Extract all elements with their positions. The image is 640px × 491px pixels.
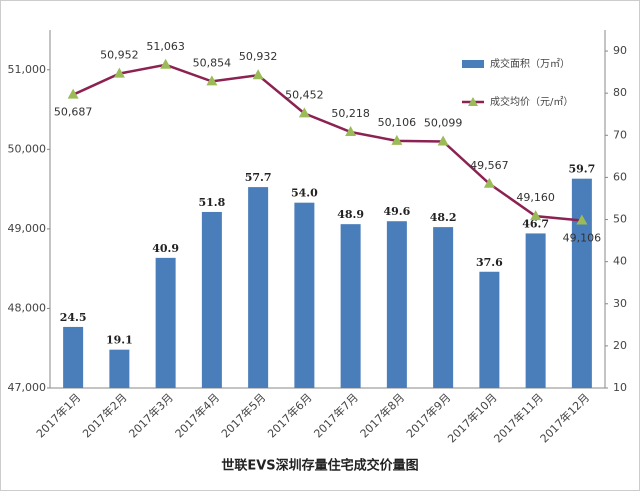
y-tick-label: 49,000 [8, 222, 47, 235]
x-tick-label: 2017年2月 [79, 390, 129, 440]
line-marker [391, 134, 403, 145]
x-tick-label: 2017年4月 [172, 390, 222, 440]
bar-value-label: 48.9 [337, 208, 364, 221]
bar [294, 202, 315, 388]
x-tick-label: 2017年1月 [33, 390, 83, 440]
y2-tick-label: 20 [613, 339, 627, 352]
bar [155, 257, 176, 388]
y2-tick-label: 90 [613, 44, 627, 57]
line-value-label: 50,452 [285, 88, 324, 101]
line-marker [252, 69, 264, 80]
y2-tick-label: 40 [613, 255, 627, 268]
bar-value-label: 24.5 [60, 311, 87, 324]
line-value-label: 50,099 [424, 116, 463, 129]
line-marker [576, 214, 588, 225]
line-value-label: 49,160 [516, 191, 555, 204]
bar-value-label: 49.6 [383, 205, 410, 218]
price-line [72, 63, 582, 222]
line-marker [437, 135, 449, 146]
line-value-label: 49,106 [563, 231, 602, 244]
y-tick-label: 51,000 [8, 63, 47, 76]
line-value-label: 51,063 [146, 40, 185, 53]
line-value-label: 50,106 [378, 116, 417, 129]
line-value-label: 50,218 [331, 107, 370, 120]
line-marker [483, 177, 495, 188]
bar-value-label: 54.0 [291, 187, 318, 200]
bar-value-label: 37.6 [476, 256, 503, 269]
legend-label: 成交均价（元/㎡） [490, 95, 573, 108]
y-tick-label: 48,000 [8, 301, 47, 314]
bar [571, 178, 592, 388]
y2-tick-label: 10 [613, 381, 627, 394]
bar [340, 224, 361, 388]
y2-tick-label: 30 [613, 297, 627, 310]
x-tick-label: 2017年12月 [537, 390, 592, 445]
bar [248, 187, 269, 388]
x-tick-label: 2017年9月 [403, 390, 453, 440]
y-tick-label: 47,000 [8, 381, 47, 394]
bar [201, 211, 222, 388]
line-value-label: 50,952 [100, 49, 139, 62]
line-marker [67, 88, 79, 99]
x-tick-label: 2017年6月 [264, 390, 314, 440]
line-marker [160, 58, 172, 69]
bar [109, 349, 130, 388]
line-value-label: 49,567 [470, 159, 509, 172]
line-marker [298, 107, 310, 118]
chart-title: 世联EVS深圳存量住宅成交价量图 [221, 458, 418, 474]
y2-tick-label: 70 [613, 128, 627, 141]
line-marker [206, 75, 218, 86]
line-marker [345, 125, 357, 136]
x-tick-label: 2017年5月 [218, 390, 268, 440]
line-value-label: 50,932 [239, 50, 278, 63]
legend-label: 成交面积（万㎡） [490, 57, 570, 70]
x-tick-label: 2017年8月 [357, 390, 407, 440]
line-marker [530, 210, 542, 221]
y-tick-label: 50,000 [8, 142, 47, 155]
line-value-label: 50,854 [193, 56, 232, 69]
bar-value-label: 46.7 [522, 217, 549, 230]
bar [63, 326, 84, 388]
bar [386, 221, 407, 388]
bar [433, 227, 454, 388]
bar-value-label: 57.7 [245, 171, 272, 184]
bar [479, 271, 500, 388]
bar-value-label: 59.7 [568, 163, 595, 176]
x-tick-label: 2017年3月 [126, 390, 176, 440]
bar-value-label: 51.8 [198, 196, 225, 209]
bar [525, 233, 546, 388]
y2-tick-label: 80 [613, 86, 627, 99]
x-tick-label: 2017年7月 [311, 390, 361, 440]
line-value-label: 50,687 [54, 106, 93, 119]
bar-value-label: 19.1 [106, 334, 133, 347]
legend-swatch [462, 60, 484, 68]
y2-tick-label: 60 [613, 170, 627, 183]
legend-marker [468, 97, 478, 106]
bar-value-label: 48.2 [430, 211, 457, 224]
bar-value-label: 40.9 [152, 242, 179, 255]
y2-tick-label: 50 [613, 213, 627, 226]
line-marker [113, 67, 125, 78]
